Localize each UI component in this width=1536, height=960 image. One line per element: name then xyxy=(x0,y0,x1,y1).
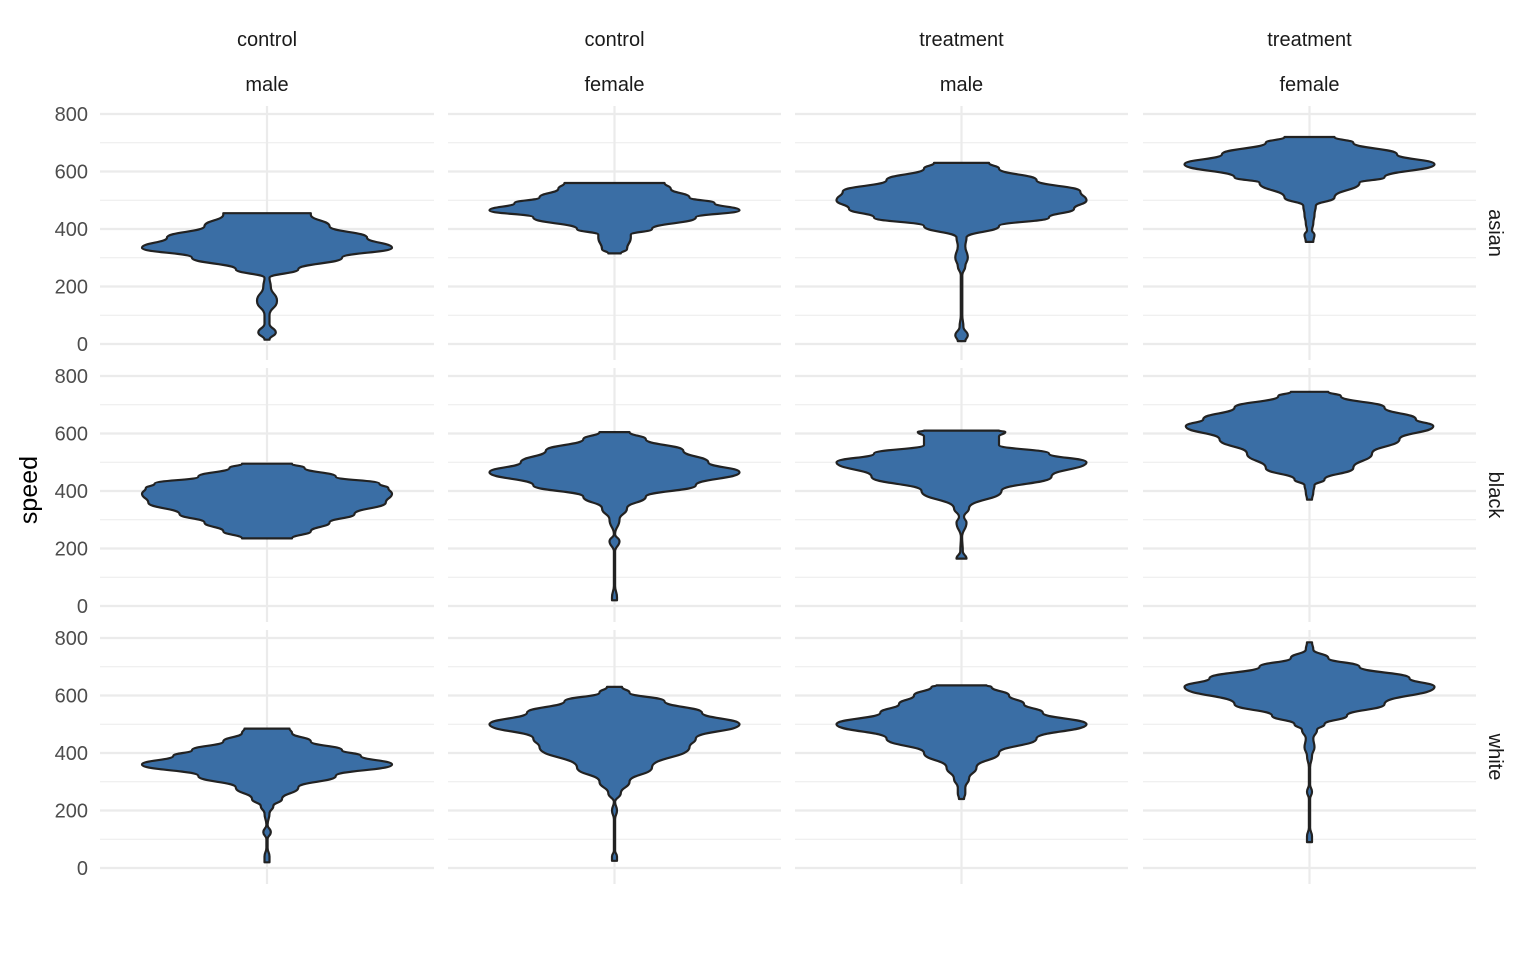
violin-shape xyxy=(488,685,741,862)
facet-panel xyxy=(100,630,434,884)
y-tick-label: 0 xyxy=(77,858,88,880)
violin-shape xyxy=(835,429,1088,560)
facet-panel xyxy=(795,630,1128,884)
y-tick-label: 400 xyxy=(55,219,88,241)
y-tick-label: 400 xyxy=(55,481,88,503)
violin-shape xyxy=(1184,390,1435,501)
facet-panel xyxy=(795,368,1128,622)
y-tick-label: 400 xyxy=(55,743,88,765)
strip-sex-label: female xyxy=(1279,74,1339,96)
y-axis-title: speed xyxy=(15,456,43,524)
strip-group-label: treatment xyxy=(919,29,1004,51)
strip-sex-label: male xyxy=(940,74,983,96)
facet-panel xyxy=(1143,630,1476,884)
strip-group-label: treatment xyxy=(1267,29,1352,51)
strip-group-label: control xyxy=(237,29,297,51)
y-tick-label: 200 xyxy=(55,539,88,561)
y-tick-label: 200 xyxy=(55,277,88,299)
y-tick-label: 600 xyxy=(55,424,88,446)
facet-panel xyxy=(448,368,781,622)
violin-shape xyxy=(835,684,1088,801)
violin-shape xyxy=(1183,641,1436,844)
strip-group-label: control xyxy=(584,29,644,51)
row-strip-labels: asian black white xyxy=(1484,209,1506,780)
violin-shape xyxy=(1183,135,1436,243)
violin-shape xyxy=(835,161,1088,343)
facet-panel xyxy=(100,106,434,360)
strip-race-label: white xyxy=(1484,733,1506,781)
strip-race-label: black xyxy=(1484,472,1506,520)
y-tick-label: 800 xyxy=(55,366,88,388)
facet-panel xyxy=(448,106,781,360)
strip-race-label: asian xyxy=(1484,209,1506,257)
facet-panels: 0 200 400 600 800 0 200 400 600 800 0 200 400 600 800 xyxy=(55,104,1476,884)
facet-panel xyxy=(100,368,434,622)
y-tick-label: 600 xyxy=(55,162,88,184)
facet-panel xyxy=(1143,368,1476,622)
column-strip-labels: control male control female treatment male tre… xyxy=(237,29,1352,96)
violin-shape xyxy=(140,462,394,540)
violin-shape xyxy=(140,212,394,341)
y-tick-label: 0 xyxy=(77,334,88,356)
y-tick-label: 800 xyxy=(55,628,88,650)
facet-panel xyxy=(795,106,1128,360)
strip-sex-label: male xyxy=(245,74,288,96)
y-tick-label: 600 xyxy=(55,686,88,708)
facet-panel xyxy=(1143,106,1476,360)
y-tick-label: 200 xyxy=(55,801,88,823)
violin-shape xyxy=(488,431,741,602)
strip-sex-label: female xyxy=(584,74,644,96)
y-tick-label: 0 xyxy=(77,596,88,618)
facet-panel xyxy=(448,630,781,884)
y-tick-label: 800 xyxy=(55,104,88,126)
violin-shape xyxy=(488,181,741,255)
violin-shape xyxy=(140,727,394,864)
